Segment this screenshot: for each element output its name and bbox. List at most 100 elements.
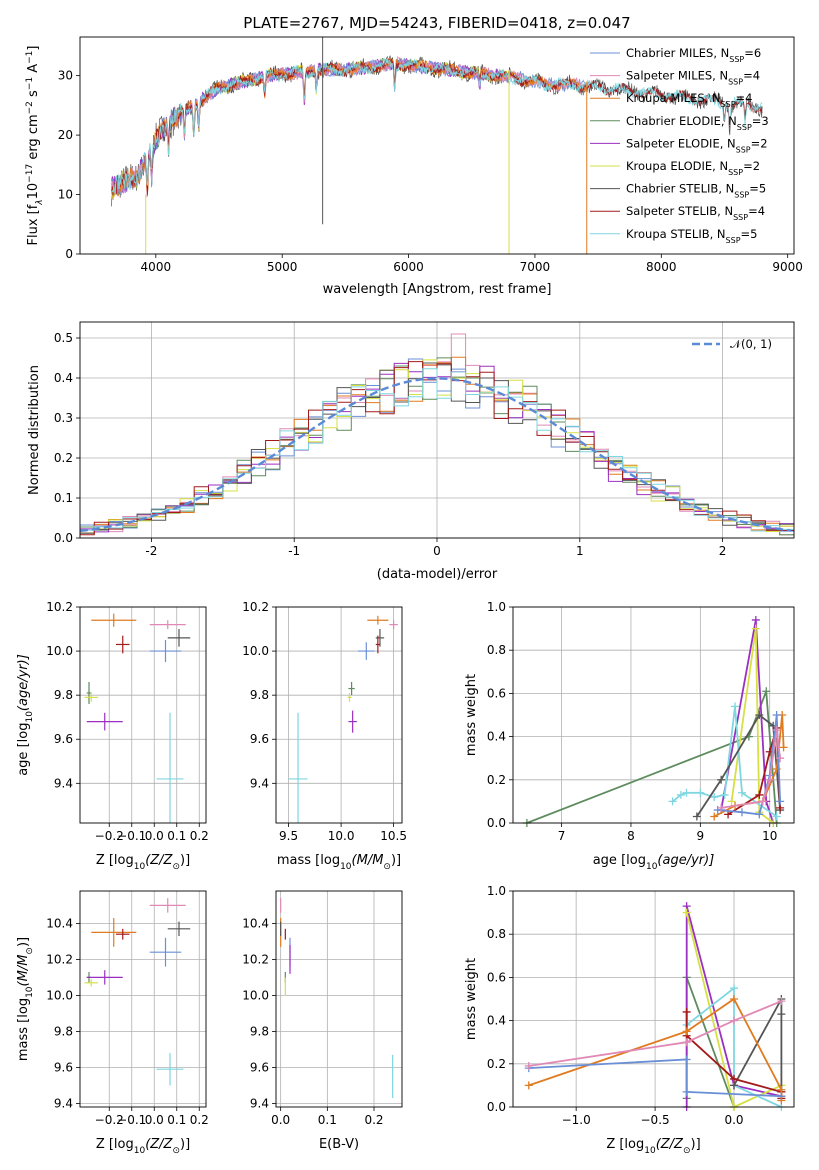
residuals-xlabel: (data-model)/error bbox=[377, 567, 498, 582]
weight-vs-z-xlabel-part-1: 10 bbox=[644, 1146, 656, 1156]
weight-vs-age-ytick-label: 0.4 bbox=[487, 730, 506, 744]
spectrum-legend-label: Salpeter STELIB, N bbox=[626, 204, 733, 218]
weight-vs-age-ylabel: mass weight bbox=[464, 674, 479, 756]
age-vs-mass-ytick-label: 9.4 bbox=[250, 776, 269, 790]
weight-vs-age-series-kroupa-stelib-marker bbox=[720, 790, 729, 799]
spectrum-legend-eq: =2 bbox=[743, 159, 760, 173]
weight-vs-z-series-salpeter-miles-marker bbox=[730, 1016, 739, 1025]
mass-vs-z-xtick-label: −0.1 bbox=[117, 1113, 146, 1127]
age-vs-mass-ytick-label: 10.0 bbox=[242, 644, 269, 658]
weight-vs-age-series-kroupa-stelib-marker bbox=[682, 788, 691, 797]
weight-vs-age-series-chabrier-miles bbox=[717, 714, 781, 816]
weight-vs-age-series-kroupa-elodie bbox=[730, 628, 774, 823]
spectrum-line-salpeter-miles bbox=[111, 55, 589, 198]
spectrum-ylabel-part-3: −17 bbox=[25, 164, 35, 183]
mass-vs-ebv-ytick-label: 9.4 bbox=[250, 1096, 269, 1110]
weight-vs-z-ytick-label: 0.6 bbox=[487, 970, 506, 984]
spectrum-legend-eq: =2 bbox=[751, 136, 768, 150]
residuals-ylabel: Normed distribution bbox=[27, 365, 42, 495]
weight-vs-z-series-kroupa-miles-marker bbox=[524, 1081, 533, 1090]
mass-vs-z-ytick-label: 9.8 bbox=[54, 1024, 73, 1038]
age-vs-z-frame bbox=[79, 606, 207, 824]
spectrum-legend-sub: SSP bbox=[736, 145, 751, 154]
spectrum-legend-label: Chabrier ELODIE, N bbox=[626, 114, 737, 128]
age-vs-z-xlabel-part-0: Z [log bbox=[96, 853, 134, 868]
spectrum-xtick-label: 7000 bbox=[520, 260, 551, 274]
weight-vs-age-xlabel-part-2: (age/yr)] bbox=[657, 853, 714, 868]
spectrum-legend-sub: SSP bbox=[729, 55, 744, 64]
spectrum-line-salpeter-stelib bbox=[111, 57, 763, 196]
spectrum-legend-eq: =3 bbox=[752, 114, 769, 128]
weight-vs-z-xlabel-part-2: (Z/Z bbox=[656, 1137, 684, 1152]
weight-vs-z-series-salpeter-stelib-marker bbox=[682, 1007, 691, 1016]
weight-vs-age-xtick-label: 10 bbox=[762, 829, 777, 843]
spectrum-ytick-label: 10 bbox=[58, 188, 73, 202]
mass-vs-z-frame bbox=[79, 890, 207, 1108]
weight-vs-age-series-kroupa-stelib-marker bbox=[772, 812, 781, 821]
spectrum-legend-label: Salpeter ELODIE, N bbox=[626, 136, 736, 150]
spectrum-ylabel-part-2: 10 bbox=[26, 183, 41, 200]
weight-vs-age-frame bbox=[512, 606, 795, 824]
weight-vs-age-ytick-label: 0.0 bbox=[487, 816, 506, 830]
age-vs-z-xtick-label: −0.1 bbox=[117, 829, 146, 843]
spectrum-legend-sub: SSP bbox=[721, 100, 736, 109]
age-vs-mass-xlabel-part-0: mass [log bbox=[277, 853, 340, 868]
spectrum-xtick-label: 6000 bbox=[393, 260, 424, 274]
age-vs-mass-xlabel-part-2: (M/M bbox=[352, 853, 384, 868]
spectrum-legend-eq: =5 bbox=[741, 227, 758, 241]
weight-vs-z-frame bbox=[512, 890, 795, 1108]
weight-vs-age-series-kroupa-stelib-marker bbox=[668, 797, 677, 806]
residuals-ytick-label: 0.5 bbox=[54, 331, 73, 345]
weight-vs-z-xlabel-part-3: ⊙ bbox=[683, 1146, 691, 1156]
weight-vs-z-series-salpeter-miles-marker bbox=[777, 997, 786, 1006]
weight-vs-z-series-chabrier-miles bbox=[528, 1058, 782, 1098]
mass-vs-z-ytick-label: 10.0 bbox=[46, 988, 73, 1002]
spectrum-ytick-label: 20 bbox=[58, 128, 73, 142]
spectrum-legend-eq: =4 bbox=[748, 204, 765, 218]
residuals-xtick-label: 1 bbox=[576, 544, 584, 558]
age-vs-mass-xlabel-part-1: 10 bbox=[340, 862, 352, 872]
weight-vs-age-series-salpeter-miles-marker bbox=[776, 754, 785, 763]
spectrum-ylabel-part-8: A bbox=[26, 64, 41, 77]
weight-vs-age-series-chabrier-miles-marker bbox=[772, 711, 781, 719]
spectrum-legend-label: Kroupa STELIB, N bbox=[626, 227, 726, 241]
age-vs-z-ylabel-part-1: 10 bbox=[25, 711, 35, 723]
weight-vs-z-series-kroupa-elodie bbox=[685, 912, 782, 1107]
spectrum-legend-eq: =6 bbox=[744, 46, 761, 60]
mass-vs-z-ytick-label: 10.2 bbox=[46, 952, 73, 966]
age-vs-z-xlabel: Z [log10(Z/Z⊙)] bbox=[96, 853, 190, 872]
weight-vs-age-series-chabrier-miles-marker bbox=[776, 797, 785, 806]
weight-vs-age-series-chabrier-stelib-marker bbox=[717, 775, 726, 784]
mass-vs-z-xtick-label: 0.2 bbox=[190, 1113, 209, 1127]
mass-vs-z-xlabel-part-3: ⊙ bbox=[172, 1146, 180, 1156]
spectrum-legend-entry-kroupa-elodie: Kroupa ELODIE, NSSP=2 bbox=[626, 159, 760, 177]
spectrum-ylabel-part-10: ] bbox=[26, 46, 41, 51]
spectrum-legend-label: Kroupa ELODIE, N bbox=[626, 159, 728, 173]
mass-vs-z-xlabel-part-2: (Z/Z bbox=[145, 1137, 173, 1152]
age-vs-z-xlabel-part-3: ⊙ bbox=[172, 862, 180, 872]
residuals-xtick-label: -1 bbox=[288, 544, 300, 558]
weight-vs-age-series-salpeter-miles-marker bbox=[772, 726, 781, 735]
mass-vs-z-ytick-label: 9.6 bbox=[54, 1060, 73, 1074]
weight-vs-z-series-kroupa-miles-marker bbox=[730, 995, 739, 1003]
weight-vs-age-series-chabrier-stelib-marker bbox=[692, 812, 701, 821]
spectrum-legend-sub: SSP bbox=[726, 235, 741, 244]
age-vs-mass-ytick-label: 9.8 bbox=[250, 688, 269, 702]
normal-curve bbox=[79, 377, 792, 533]
weight-vs-age-series-kroupa-miles-marker bbox=[710, 812, 719, 821]
weight-vs-z-series-salpeter-miles-marker bbox=[524, 1061, 533, 1070]
mass-vs-z-xlabel-part-1: 10 bbox=[134, 1146, 146, 1156]
weight-vs-age-xtick-label: 9 bbox=[697, 829, 705, 843]
residuals-xtick-label: 2 bbox=[719, 544, 727, 558]
age-vs-z-xtick-label: 0.2 bbox=[190, 829, 209, 843]
weight-vs-age-xtick-label: 7 bbox=[558, 829, 566, 843]
mass-vs-z-ytick-label: 9.4 bbox=[54, 1096, 73, 1110]
weight-vs-age-series-chabrier-miles-marker bbox=[755, 810, 764, 819]
spectrum-legend-eq: =4 bbox=[743, 69, 760, 83]
mass-vs-z-ylabel-part-4: )] bbox=[16, 937, 31, 947]
spectrum-legend-sub: SSP bbox=[728, 168, 743, 177]
spectrum-legend-sub: SSP bbox=[734, 190, 749, 199]
spectrum-legend-eq: =5 bbox=[749, 182, 766, 196]
weight-vs-z-series-chabrier-stelib-marker bbox=[777, 1010, 786, 1019]
weight-vs-age-series-kroupa-stelib-marker bbox=[710, 793, 719, 802]
